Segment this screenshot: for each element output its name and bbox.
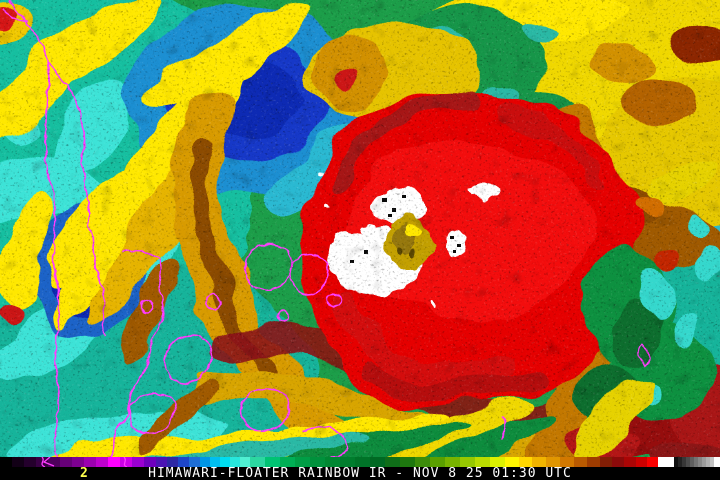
- colorbar-block: [532, 457, 546, 467]
- colorbar-block: [460, 457, 475, 467]
- colorbar-block: [230, 457, 240, 467]
- colorbar-block: [714, 457, 720, 467]
- colorbar-block: [48, 457, 60, 467]
- colorbar-block: [624, 457, 636, 467]
- colorbar-block: [120, 457, 132, 467]
- colorbar-block: [60, 457, 72, 467]
- colorbar-block: [36, 457, 48, 467]
- colorbar-block: [210, 457, 220, 467]
- colorbar-block: [24, 457, 36, 467]
- colorbar-block: [647, 457, 658, 467]
- colorbar-block: [200, 457, 210, 467]
- colorbar: [0, 457, 720, 467]
- colorbar-block: [189, 457, 200, 467]
- colorbar-block: [96, 457, 108, 467]
- colorbar-block: [144, 457, 156, 467]
- colorbar-block: [385, 457, 400, 467]
- colorbar-block: [0, 457, 12, 467]
- colorbar-block: [280, 457, 295, 467]
- colorbar-block: [132, 457, 144, 467]
- grain-texture: [0, 0, 720, 457]
- colorbar-block: [325, 457, 340, 467]
- colorbar-block: [108, 457, 120, 467]
- caption-bar: 2 HIMAWARI-FLOATER RAINBOW IR - NOV 8 25…: [0, 467, 720, 480]
- colorbar-block: [355, 457, 370, 467]
- caption-title: HIMAWARI-FLOATER RAINBOW IR - NOV 8 25 0…: [148, 466, 572, 480]
- colorbar-block: [310, 457, 325, 467]
- colorbar-block: [295, 457, 310, 467]
- colorbar-block: [72, 457, 84, 467]
- colorbar-block: [546, 457, 560, 467]
- colorbar-wrap: [0, 457, 720, 467]
- satellite-image-area: [0, 0, 720, 457]
- colorbar-block: [587, 457, 600, 467]
- colorbar-block: [686, 457, 690, 467]
- colorbar-block: [250, 457, 265, 467]
- colorbar-block: [240, 457, 250, 467]
- colorbar-block: [698, 457, 702, 467]
- colorbar-block: [156, 457, 167, 467]
- colorbar-block: [265, 457, 280, 467]
- colorbar-block: [505, 457, 519, 467]
- colorbar-block: [600, 457, 612, 467]
- colorbar-block: [674, 457, 678, 467]
- colorbar-block: [415, 457, 430, 467]
- colorbar-block: [706, 457, 710, 467]
- colorbar-block: [490, 457, 505, 467]
- colorbar-block: [678, 457, 682, 467]
- colorbar-block: [370, 457, 385, 467]
- colorbar-block: [560, 457, 574, 467]
- colorbar-block: [400, 457, 415, 467]
- colorbar-block: [694, 457, 698, 467]
- colorbar-block: [84, 457, 96, 467]
- colorbar-block: [612, 457, 624, 467]
- colorbar-block: [690, 457, 694, 467]
- colorbar-block: [12, 457, 24, 467]
- satellite-ir-image: [0, 0, 720, 457]
- colorbar-block: [220, 457, 230, 467]
- colorbar-block: [702, 457, 706, 467]
- colorbar-block: [430, 457, 445, 467]
- colorbar-block: [636, 457, 647, 467]
- colorbar-block: [167, 457, 178, 467]
- colorbar-block: [574, 457, 587, 467]
- colorbar-block: [658, 457, 674, 467]
- colorbar-block: [682, 457, 686, 467]
- colorbar-block: [340, 457, 355, 467]
- colorbar-block: [710, 457, 714, 467]
- colorbar-block: [445, 457, 460, 467]
- colorbar-block: [519, 457, 532, 467]
- colorbar-block: [475, 457, 490, 467]
- frame-number: 2: [80, 466, 89, 480]
- colorbar-block: [178, 457, 189, 467]
